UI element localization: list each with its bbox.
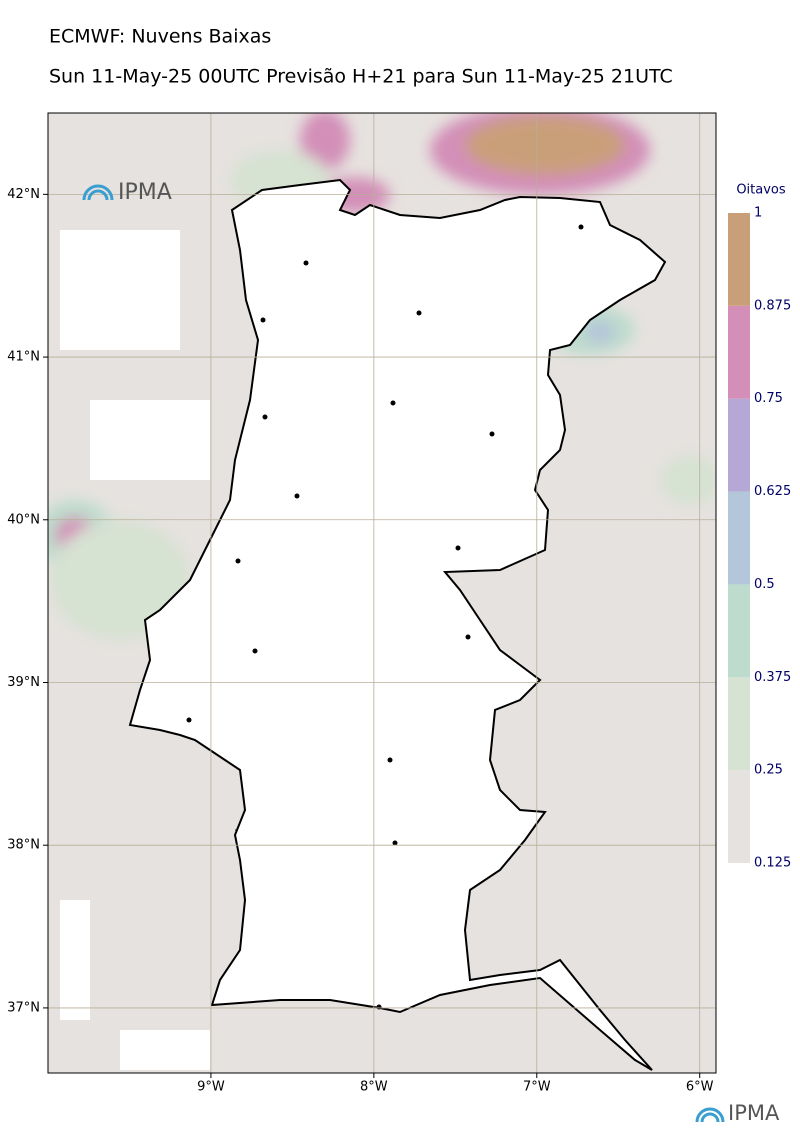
logo-icon [82, 184, 114, 201]
y-tick-label: 39°N [7, 675, 40, 690]
title: ECMWF: Nuvens Baixas [49, 26, 271, 48]
footer-logo-icon [695, 1107, 725, 1123]
y-tick-label: 41°N [7, 350, 40, 365]
axis-labels: 9°W 8°W 7°W 6°W 42°N 41°N 40°N 39°N 38°N 37°N [7, 187, 713, 1095]
subtitle: Sun 11-May-25 00UTC Previsão H+21 para S… [49, 66, 673, 88]
map-logo: IPMA [118, 180, 172, 205]
y-tick-label: 37°N [7, 1000, 40, 1015]
y-tick-label: 38°N [7, 838, 40, 853]
graticule [48, 113, 716, 1073]
colorbar-label: 0.125 [754, 856, 791, 871]
colorbar-segment [728, 677, 750, 771]
cities [186, 224, 584, 1010]
colorbar-segment [728, 213, 750, 306]
colorbar-segment [728, 491, 750, 585]
y-tick-label: 40°N [7, 512, 40, 527]
colorbar-label: 0.75 [754, 391, 783, 406]
colorbar-label: 0.875 [754, 298, 791, 313]
colorbar-segment [728, 305, 750, 399]
x-tick-label: 8°W [360, 1080, 388, 1095]
footer-logo: IPMA [728, 1101, 780, 1125]
x-tick-label: 6°W [686, 1080, 714, 1095]
colorbar: 0.125 0.25 0.375 0.5 0.625 0.75 0.875 1 [728, 206, 791, 871]
colorbar-label: 0.25 [754, 763, 783, 778]
clear-sky [60, 230, 210, 1070]
y-tick-label: 42°N [7, 187, 40, 202]
x-tick-label: 9°W [197, 1080, 225, 1095]
colorbar-title: Oitavos [736, 183, 786, 198]
map-frame [47, 112, 717, 1074]
map-area: IPMA [48, 113, 716, 1073]
colorbar-label: 0.375 [754, 670, 791, 685]
colorbar-label: 1 [754, 206, 762, 221]
colorbar-segment [728, 770, 750, 863]
colorbar-label: 0.5 [754, 577, 775, 592]
x-tick-label: 7°W [523, 1080, 551, 1095]
colorbar-label: 0.625 [754, 484, 791, 499]
colorbar-segment [728, 398, 750, 492]
colorbar-segment [728, 584, 750, 678]
